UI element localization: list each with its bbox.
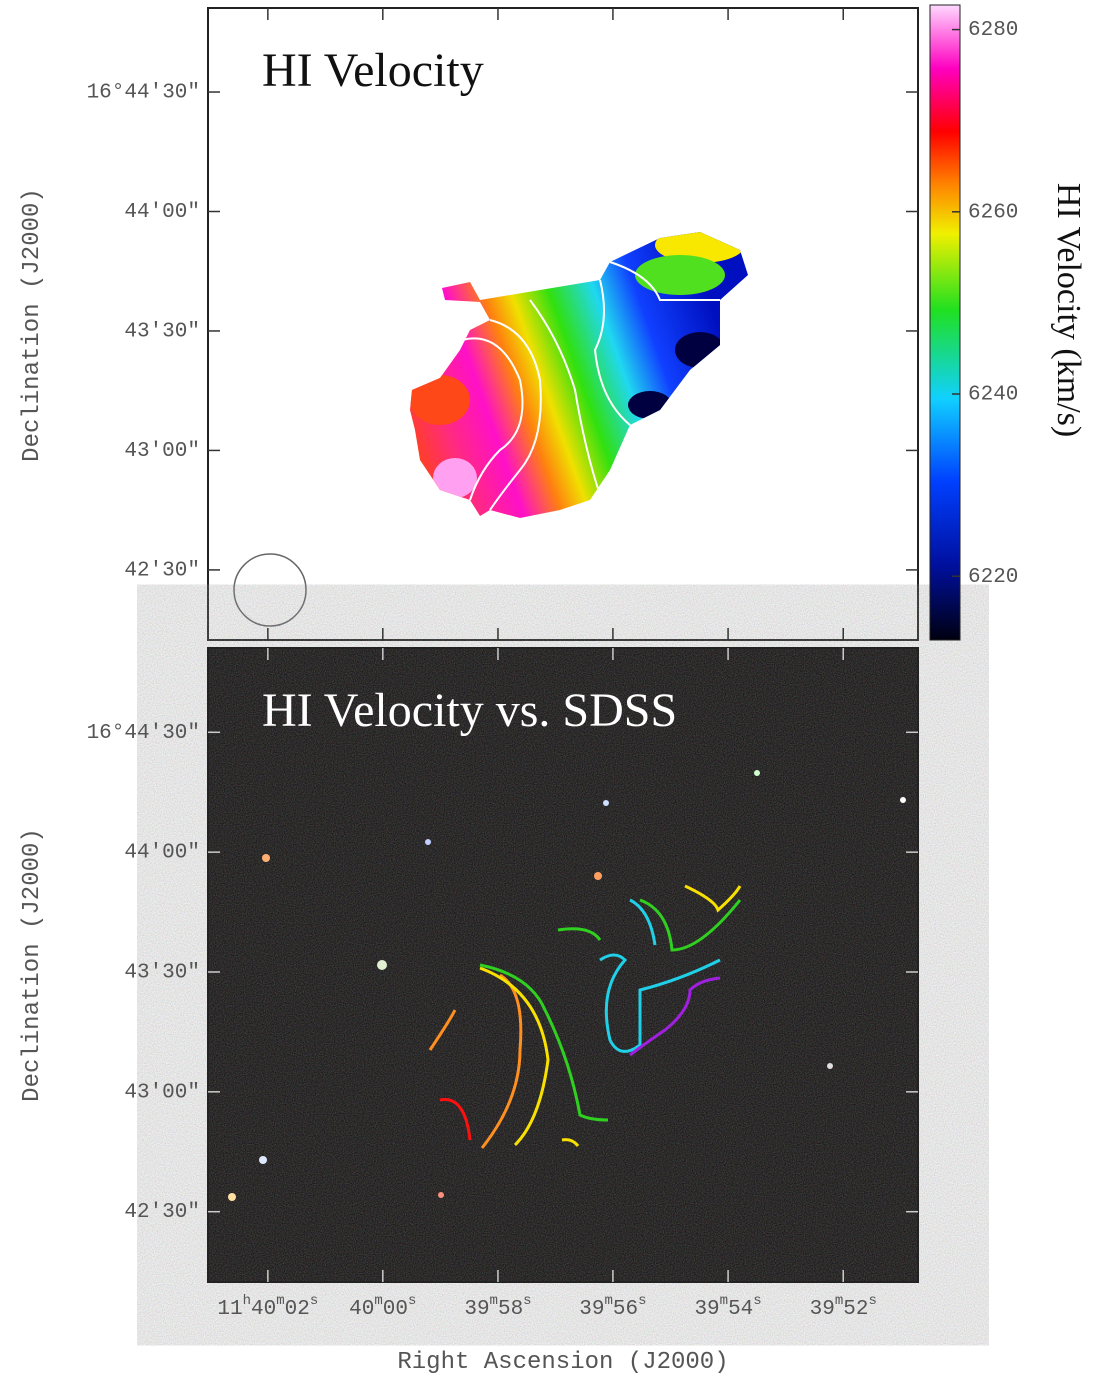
sky-noise: [208, 648, 918, 1282]
y-tick-label: 42′30″: [124, 1201, 200, 1224]
y-tick-label: 42′30″: [124, 559, 200, 582]
x-tick-label: 39m56s: [579, 1293, 646, 1321]
panel-title: HI Velocity: [262, 44, 484, 97]
x-axis-label: Right Ascension (J2000): [397, 1349, 728, 1376]
y-tick-label: 43′00″: [124, 440, 200, 463]
y-axis-label: Declination (J2000): [19, 188, 46, 462]
stars: [228, 770, 906, 1201]
beam: [233, 553, 307, 627]
y-tick-label: 43′00″: [124, 1081, 200, 1104]
x-tick-label: 39m58s: [464, 1293, 531, 1321]
colorbar-tick-label: 6220: [968, 566, 1018, 589]
bottom-frame: [207, 647, 919, 1283]
y-tick-label: 43′30″: [124, 962, 200, 985]
x-tick-label: 11h40m02s: [217, 1293, 318, 1321]
x-tick-label: 39m54s: [694, 1293, 761, 1321]
y-tick-label: 44′00″: [124, 201, 200, 224]
y-tick-label: 43′30″: [124, 321, 200, 344]
y-tick-label: 16°44′30″: [87, 722, 200, 745]
colorbar-tick-label: 6280: [968, 19, 1018, 42]
colorbar: [929, 4, 961, 641]
y-tick-label: 44′00″: [124, 842, 200, 865]
y-axis-label: Declination (J2000): [19, 828, 46, 1102]
colorbar-label: HI Velocity (km/s): [1050, 183, 1087, 437]
colorbar-tick-label: 6260: [968, 201, 1018, 224]
colorbar-tick-label: 6240: [968, 384, 1018, 407]
y-tick-label: 16°44′30″: [87, 82, 200, 105]
panel-title: HI Velocity vs. SDSS: [262, 684, 677, 737]
x-tick-label: 40m00s: [349, 1293, 416, 1321]
velocity-contours: [461, 261, 720, 511]
velocity-contours-sdss: [428, 884, 742, 1149]
x-tick-label: 39m52s: [810, 1293, 877, 1321]
